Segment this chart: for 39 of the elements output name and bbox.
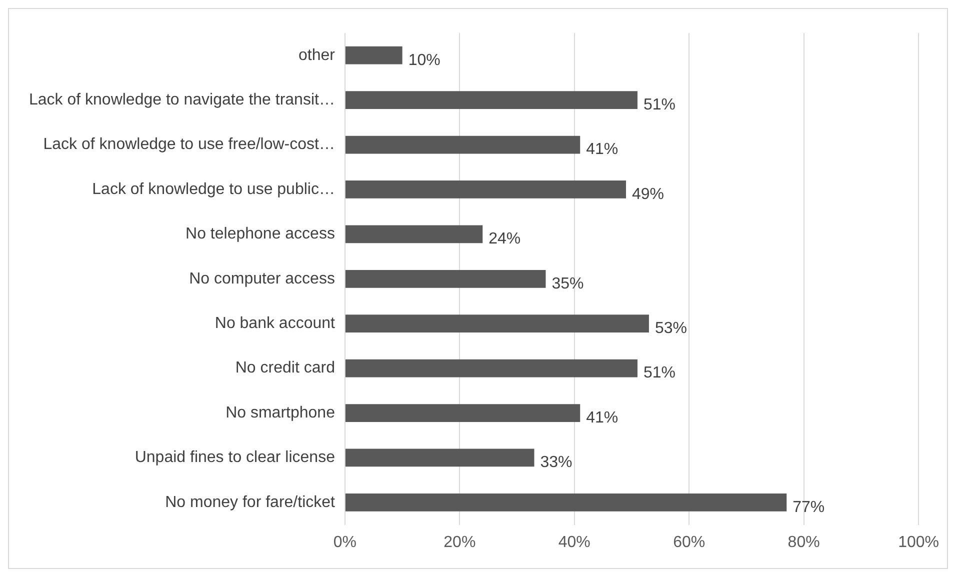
bar bbox=[345, 359, 638, 378]
bar bbox=[345, 46, 402, 64]
y-tick-label: No bank account bbox=[214, 315, 336, 332]
bar bbox=[345, 136, 580, 154]
x-tick-label: 60% bbox=[673, 534, 706, 551]
data-label: 53% bbox=[654, 320, 687, 338]
y-tick-label: No telephone access bbox=[186, 226, 335, 243]
y-tick-label: No smartphone bbox=[226, 404, 336, 422]
y-tick-label: Lack of knowledge to use public… bbox=[92, 180, 335, 198]
bar bbox=[345, 270, 546, 288]
data-label: 41% bbox=[586, 409, 618, 426]
bar bbox=[345, 91, 638, 110]
y-tick-label: No computer access bbox=[189, 270, 335, 288]
y-tick-label: Lack of knowledge to navigate the transit… bbox=[28, 91, 335, 108]
bar bbox=[345, 494, 787, 512]
bar bbox=[345, 314, 649, 333]
data-label: 33% bbox=[540, 454, 572, 472]
y-tick-label: No money for fare/ticket bbox=[165, 494, 336, 511]
bar bbox=[345, 225, 483, 244]
data-label: 49% bbox=[632, 186, 664, 203]
y-tick-label: Lack of knowledge to use free/low-cost… bbox=[43, 136, 335, 154]
y-tick-label: other bbox=[298, 46, 336, 64]
data-label: 77% bbox=[792, 498, 825, 516]
bar bbox=[345, 404, 580, 422]
y-tick-label: No credit card bbox=[235, 360, 335, 377]
data-label: 51% bbox=[643, 364, 676, 382]
data-label: 51% bbox=[643, 96, 676, 114]
bar bbox=[345, 448, 534, 467]
x-tick-label: 80% bbox=[788, 534, 820, 551]
data-label: 35% bbox=[552, 275, 584, 292]
x-tick-label: 100% bbox=[898, 534, 939, 551]
data-label: 10% bbox=[408, 52, 440, 69]
x-tick-label: 40% bbox=[558, 534, 590, 551]
x-tick-label: 0% bbox=[333, 534, 357, 551]
x-tick-label: 20% bbox=[444, 534, 476, 551]
data-label: 41% bbox=[586, 141, 618, 158]
y-tick-label: Unpaid fines to clear license bbox=[134, 449, 336, 466]
data-label: 24% bbox=[488, 230, 521, 248]
bar bbox=[345, 180, 626, 198]
